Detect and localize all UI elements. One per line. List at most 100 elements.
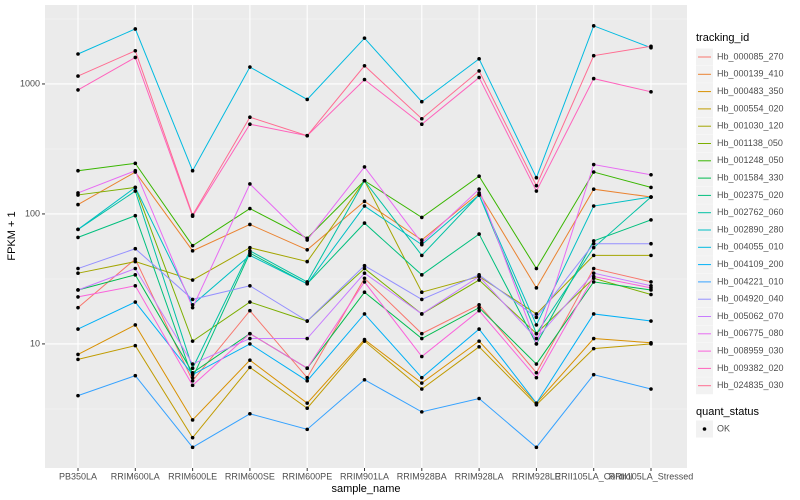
data-point [477,308,481,313]
legend-label: Hb_004109_200 [717,259,784,269]
legend-label: Hb_002762_060 [717,207,784,217]
data-point [649,342,653,346]
data-point [477,345,481,349]
data-point [248,283,252,288]
x-tick-label: RRIM600PE [282,471,332,481]
data-point [248,206,252,211]
data-point [649,241,653,246]
data-point [534,331,539,336]
data-point [133,283,138,288]
legend-label: Hb_005062_070 [717,311,784,321]
y-tick-label: 10 [30,338,40,348]
data-point [534,445,539,450]
data-point [591,274,596,279]
data-point [248,365,252,370]
data-point [190,383,195,388]
data-point [76,393,80,398]
data-point [362,199,367,204]
data-point [420,312,424,316]
data-point [248,342,252,346]
data-point [305,319,310,323]
data-point [133,213,138,218]
data-point [190,213,195,217]
data-point [76,305,80,310]
data-point [420,116,424,121]
data-point [420,240,424,245]
data-point [305,375,310,380]
data-point [190,435,195,440]
data-point [76,52,80,56]
data-point [362,77,367,82]
data-point [477,327,481,331]
x-tick-label: PB350LA [59,471,97,481]
data-point [420,290,424,294]
data-point [591,170,596,174]
legend-swatch [702,427,707,431]
data-point [305,282,310,286]
data-point [305,97,310,102]
data-point [649,90,653,94]
data-point [649,218,653,222]
data-point [477,278,481,282]
data-point [133,373,138,378]
data-point [190,445,195,450]
data-point [76,266,80,271]
data-point [534,342,539,346]
data-point [477,174,481,179]
data-point [420,336,424,341]
data-point [133,323,138,327]
data-point [534,323,539,327]
panel [45,5,687,468]
data-point [420,375,424,380]
data-point [248,222,252,227]
data-point [190,302,195,307]
data-point [190,249,195,253]
data-point [649,387,653,391]
data-point [591,187,596,191]
data-point [534,175,539,180]
data-point [248,65,252,69]
data-point [591,162,596,167]
data-point [362,339,367,343]
data-point [133,55,138,60]
x-tick-label: RRII105LA_Stressed [609,471,694,481]
x-axis-title: sample_name [331,483,400,495]
data-point [248,336,252,341]
data-point [534,362,539,366]
data-point [76,168,80,173]
legend-label: Hb_004055_010 [717,242,784,252]
data-point [477,75,481,80]
data-point [649,195,653,199]
data-point [76,352,80,357]
data-point [477,57,481,61]
data-point [420,99,424,104]
data-point [649,286,653,290]
data-point [190,305,195,310]
data-point [591,76,596,81]
data-point [420,297,424,302]
legend-label: Hb_000085_270 [717,51,784,61]
data-point [362,266,367,271]
data-point [190,379,195,383]
data-point [362,63,367,68]
legend-label: Hb_001030_120 [717,121,784,131]
data-point [190,372,195,377]
legend-label: Hb_009382_020 [717,363,784,373]
x-tick-label: RRII105LA_Control [555,471,633,481]
data-point [190,297,195,302]
data-point [76,288,80,292]
data-point [420,331,424,336]
x-tick-label: RRIM600LA [111,471,160,481]
data-point [305,427,310,432]
data-point [591,266,596,271]
data-point [477,274,481,279]
x-tick-label: RRIM928BA [397,471,447,481]
data-point [133,48,138,53]
data-point [133,185,138,190]
legend-label: Hb_002890_280 [717,224,784,234]
data-point [591,239,596,243]
x-tick-label: RRIM600LE [168,471,217,481]
data-point [420,273,424,277]
data-point [305,379,310,383]
data-point [591,53,596,58]
